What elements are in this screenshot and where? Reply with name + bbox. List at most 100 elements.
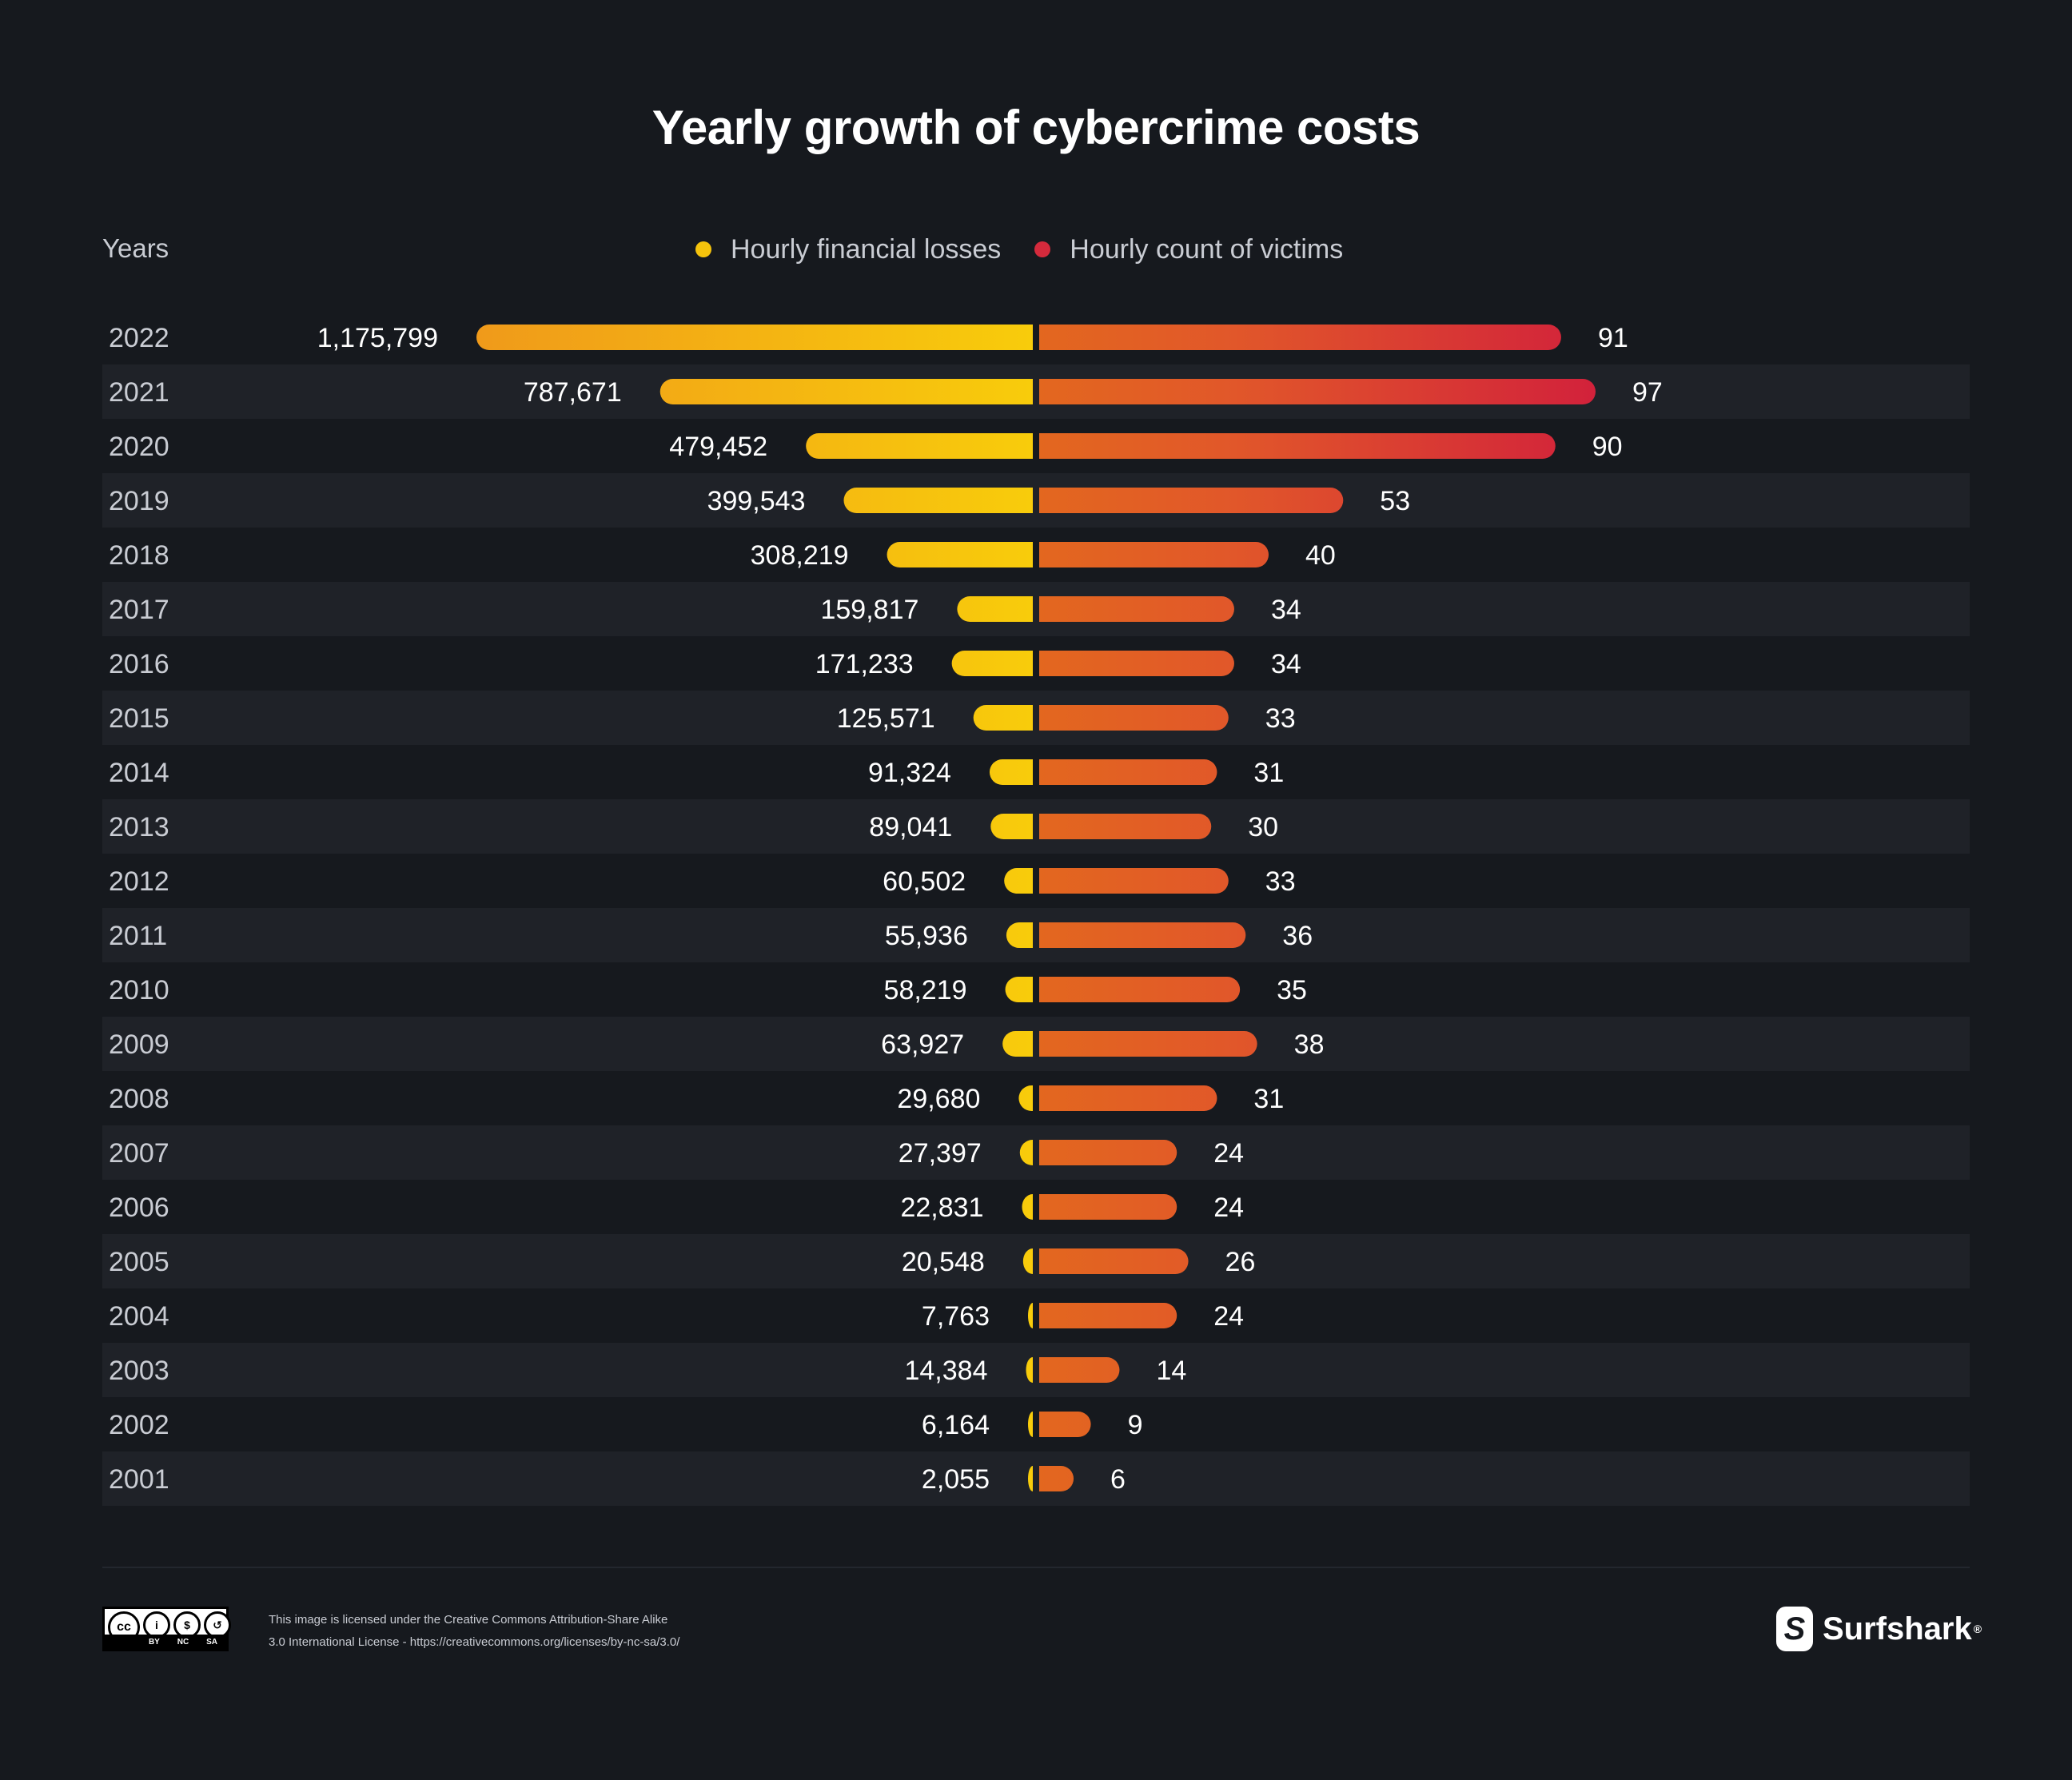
bar-victim-count [1039, 596, 1234, 622]
bar-victim-count [1039, 1303, 1177, 1328]
bar-financial-losses [951, 651, 1033, 676]
cc-license-badge: cc i $ ↺ BY NC SA [102, 1607, 231, 1651]
bar-victim-count [1039, 1194, 1177, 1220]
license-line-2: 3.0 International License - https://crea… [269, 1635, 680, 1649]
value-label-victims: 6 [1110, 1464, 1126, 1495]
value-label-losses: 159,817 [820, 595, 918, 625]
value-label-victims: 30 [1248, 812, 1278, 842]
cc-label-nc: NC [177, 1637, 189, 1647]
year-label: 2020 [109, 432, 169, 462]
value-label-victims: 24 [1213, 1138, 1244, 1169]
bar-financial-losses [1002, 1031, 1033, 1057]
footer-divider [102, 1567, 1970, 1568]
bar-financial-losses [1019, 1140, 1033, 1165]
row-band [102, 1017, 1970, 1071]
bar-financial-losses [989, 759, 1033, 785]
row-band [102, 473, 1970, 528]
chart-title: Yearly growth of cybercrime costs [651, 101, 1421, 154]
value-label-victims: 91 [1598, 323, 1628, 353]
year-label: 2003 [109, 1356, 169, 1386]
value-label-victims: 35 [1277, 975, 1307, 1005]
bar-victim-count [1039, 325, 1561, 350]
row-band [102, 908, 1970, 962]
bar-victim-count [1039, 433, 1556, 459]
diverging-bar-chart: 2022 1,175,799 91 2021 787,671 97 2020 479,452 9… [102, 323, 1970, 1506]
bar-financial-losses [806, 433, 1033, 459]
bar-financial-losses [1018, 1085, 1033, 1111]
bar-financial-losses [1028, 1303, 1033, 1328]
value-label-victims: 36 [1282, 921, 1313, 951]
bar-financial-losses [659, 379, 1033, 404]
value-label-losses: 308,219 [751, 540, 849, 571]
value-label-losses: 7,763 [922, 1301, 990, 1332]
year-label: 2009 [109, 1029, 169, 1060]
bar-financial-losses [1026, 1357, 1033, 1383]
bar-financial-losses [1022, 1194, 1033, 1220]
bar-victim-count [1039, 379, 1596, 404]
value-label-losses: 20,548 [902, 1247, 985, 1277]
year-label: 2021 [109, 377, 169, 408]
legend-swatch-losses [695, 241, 711, 257]
bar-victim-count [1039, 705, 1229, 731]
value-label-losses: 6,164 [922, 1410, 990, 1440]
bar-victim-count [1039, 759, 1217, 785]
row-band [102, 799, 1970, 854]
value-label-losses: 171,233 [815, 649, 914, 679]
value-label-victims: 24 [1213, 1193, 1244, 1223]
cc-label-by: BY [148, 1637, 160, 1647]
legend-label-victims: Hourly count of victims [1070, 233, 1344, 265]
value-label-victims: 9 [1128, 1410, 1143, 1440]
value-label-losses: 29,680 [897, 1084, 980, 1114]
bar-victim-count [1039, 1031, 1257, 1057]
year-label: 2012 [109, 866, 169, 897]
brand-logo: S Surfshark ® [1776, 1607, 1982, 1651]
value-label-losses: 479,452 [669, 432, 767, 462]
bar-financial-losses [1028, 1412, 1033, 1437]
legend: Hourly financial losses Hourly count of … [695, 233, 1377, 265]
bar-financial-losses [990, 814, 1033, 839]
year-label: 2016 [109, 649, 169, 679]
value-label-victims: 14 [1156, 1356, 1186, 1386]
year-label: 2005 [109, 1247, 169, 1277]
bar-financial-losses [843, 488, 1033, 513]
year-label: 2022 [109, 323, 169, 353]
value-label-losses: 55,936 [885, 921, 968, 951]
value-label-victims: 26 [1225, 1247, 1256, 1277]
value-label-victims: 90 [1592, 432, 1623, 462]
value-label-victims: 53 [1380, 486, 1410, 516]
value-label-losses: 787,671 [524, 377, 622, 408]
bar-victim-count [1039, 977, 1241, 1002]
row-band [102, 1343, 1970, 1397]
year-label: 2015 [109, 703, 169, 734]
bar-victim-count [1039, 1248, 1189, 1274]
value-label-losses: 91,324 [868, 758, 951, 788]
legend-item-losses: Hourly financial losses [695, 234, 1001, 265]
year-label: 2008 [109, 1084, 169, 1114]
value-label-losses: 22,831 [900, 1193, 983, 1223]
year-label: 2019 [109, 486, 169, 516]
bar-victim-count [1039, 1085, 1217, 1111]
bar-victim-count [1039, 1357, 1120, 1383]
surfshark-logo-icon: S [1776, 1607, 1813, 1651]
license-line-1: This image is licensed under the Creativ… [269, 1613, 668, 1627]
value-label-victims: 33 [1265, 866, 1296, 897]
bar-victim-count [1039, 1140, 1177, 1165]
value-label-victims: 34 [1271, 649, 1301, 679]
bar-financial-losses [887, 542, 1033, 567]
bar-victim-count [1039, 922, 1246, 948]
row-band [102, 1451, 1970, 1506]
value-label-losses: 27,397 [899, 1138, 982, 1169]
value-label-losses: 58,219 [884, 975, 967, 1005]
value-label-victims: 31 [1253, 758, 1284, 788]
value-label-victims: 31 [1253, 1084, 1284, 1114]
year-label: 2001 [109, 1464, 169, 1495]
value-label-losses: 1,175,799 [317, 323, 438, 353]
year-label: 2007 [109, 1138, 169, 1169]
value-label-victims: 38 [1294, 1029, 1325, 1060]
bar-victim-count [1039, 814, 1212, 839]
year-label: 2017 [109, 595, 169, 625]
row-band [102, 1125, 1970, 1180]
bar-victim-count [1039, 868, 1229, 894]
value-label-losses: 89,041 [869, 812, 952, 842]
bar-financial-losses [476, 325, 1033, 350]
